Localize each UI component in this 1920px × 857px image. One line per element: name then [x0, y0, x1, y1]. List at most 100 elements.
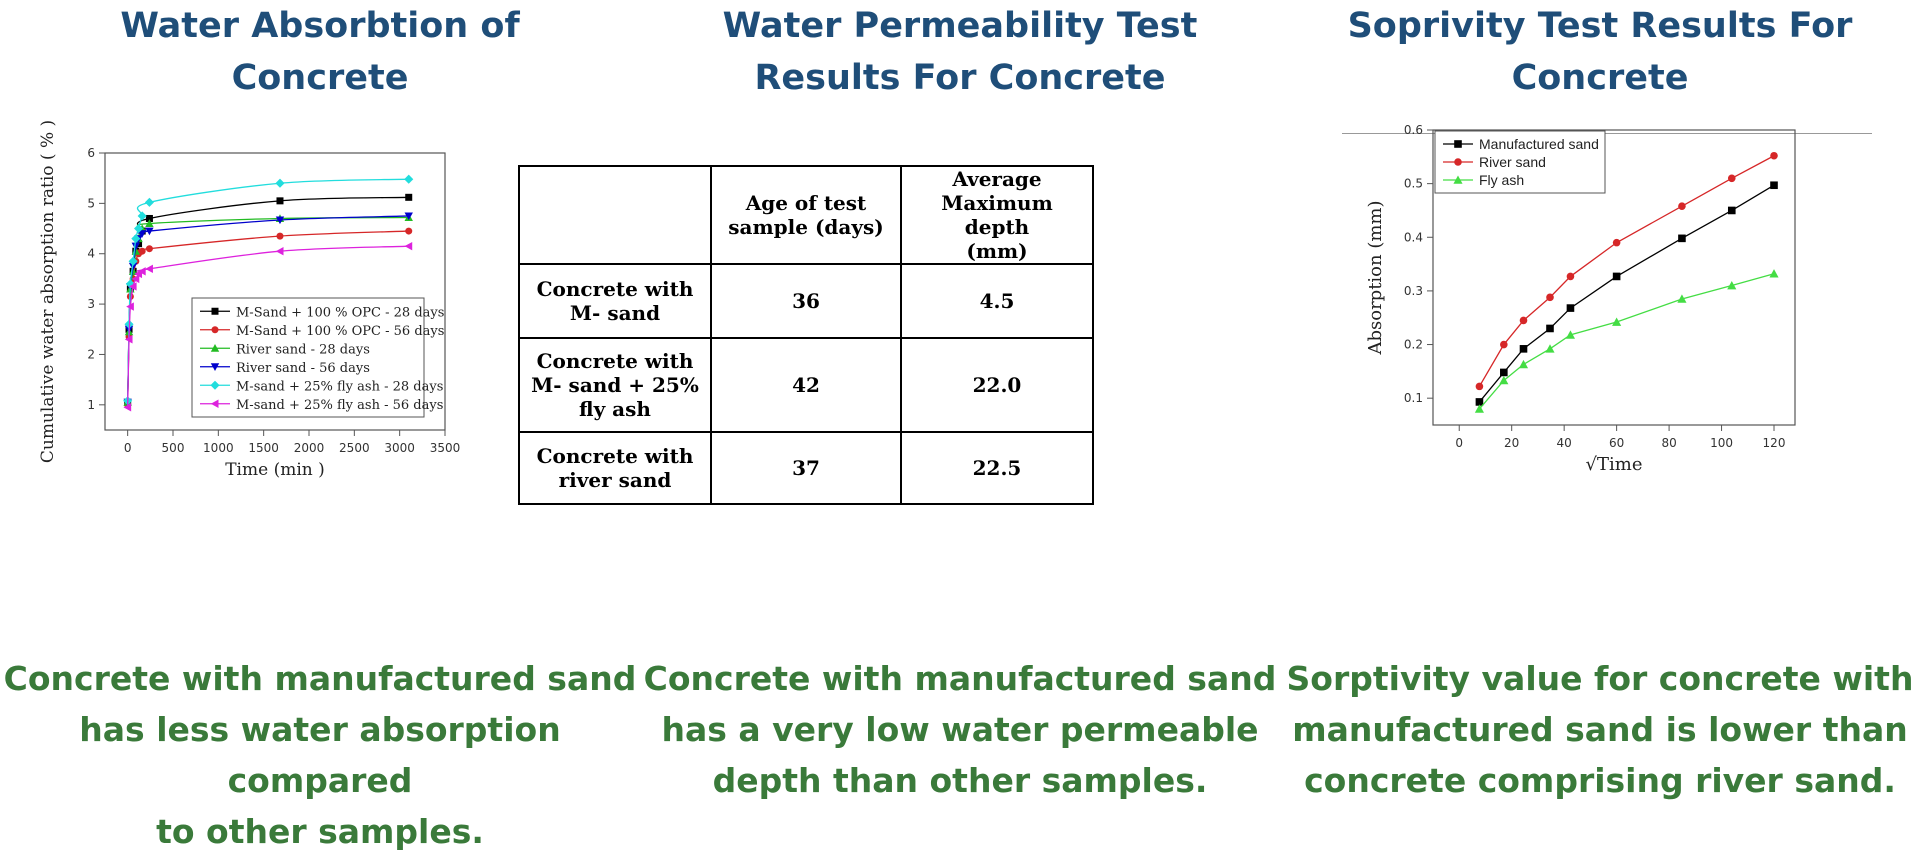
- data-point: [1769, 269, 1779, 278]
- data-point: [1612, 238, 1621, 247]
- data-point: [131, 242, 141, 251]
- x-axis-label: √Time: [1586, 454, 1643, 475]
- x-axis-label: Time (min ): [225, 460, 325, 480]
- permeability-caption: Concrete with manufactured sand has a ve…: [640, 653, 1280, 806]
- absorption-title: Water Absorbtion of Concrete: [0, 0, 640, 104]
- data-point: [131, 234, 141, 244]
- data-point: [276, 232, 284, 240]
- plot-frame: [104, 152, 446, 431]
- plot-frame: [1432, 129, 1796, 426]
- absorption-title-line-1: Water Absorbtion of: [120, 6, 520, 46]
- divider-rule: [1342, 133, 1872, 134]
- legend-entry: River sand - 28 days: [236, 342, 370, 357]
- x-tick-label: 80: [1661, 436, 1676, 450]
- legend-entry: River sand: [1479, 154, 1546, 170]
- data-point: [1678, 234, 1686, 243]
- data-point: [145, 264, 153, 274]
- x-tick-label: 100: [1710, 436, 1733, 450]
- permeability-caption-line-2: has a very low water permeable: [661, 710, 1259, 749]
- sorptivity-caption-line-1: Sorptivity value for concrete with: [1286, 659, 1914, 698]
- table-row: Concrete with river sand 37 22.5: [518, 431, 1094, 505]
- series-group: [1475, 151, 1778, 391]
- data-point: [1519, 345, 1528, 353]
- data-point: [124, 335, 133, 344]
- series-group: [1475, 181, 1778, 406]
- data-point: [275, 247, 284, 256]
- legend-marker: [210, 344, 220, 352]
- sorptivity-panel: Soprivity Test Results For Concrete 0 20 4…: [1280, 0, 1920, 814]
- data-point: [1545, 344, 1555, 353]
- absorption-caption-line-1: Concrete with manufactured sand: [3, 659, 637, 698]
- y-tick-label: 0.2: [1404, 338, 1423, 352]
- x-tick-label: 2000: [294, 441, 325, 455]
- table-header-cell: Average Maximum depth (mm): [900, 165, 1094, 265]
- sorptivity-title-line-1: Soprivity Test Results For: [1347, 6, 1853, 46]
- data-point: [144, 197, 154, 207]
- data-point: [126, 302, 134, 311]
- legend-entry: M-Sand + 100 % OPC - 56 days: [236, 324, 444, 339]
- x-tick-label: 500: [162, 441, 185, 455]
- data-point: [1677, 294, 1687, 303]
- legend-entry: M-sand + 25% fly ash - 56 days: [236, 398, 443, 413]
- y-tick-label: 3: [87, 297, 95, 311]
- y-tick-label: 5: [87, 196, 95, 210]
- table-cell-depth: 22.0: [900, 337, 1094, 433]
- legend-entry: Manufactured sand: [1479, 136, 1599, 152]
- table-header-cell: Age of test sample (days): [710, 165, 902, 265]
- data-point: [1500, 340, 1508, 349]
- data-point: [1474, 404, 1484, 413]
- legend-marker: [210, 399, 219, 408]
- data-point: [1612, 272, 1621, 281]
- data-point: [1518, 359, 1529, 369]
- y-tick-label: 1: [87, 398, 95, 412]
- data-point: [276, 197, 284, 205]
- x-tick-label: 0: [124, 441, 132, 455]
- data-point: [1475, 398, 1484, 406]
- data-point: [404, 212, 413, 221]
- data-point: [138, 247, 146, 255]
- permeability-title: Water Permeability Test Results For Conc…: [640, 0, 1280, 104]
- permeability-table: Age of test sample (days) Average Maximum d…: [518, 165, 1094, 505]
- sorptivity-caption: Sorptivity value for concrete with manuf…: [1280, 653, 1920, 806]
- data-point: [405, 227, 413, 235]
- x-tick-label: 60: [1609, 436, 1624, 450]
- data-point: [1546, 293, 1554, 302]
- data-point: [145, 227, 154, 236]
- x-tick-label: 0: [1455, 436, 1463, 450]
- series-line: [1478, 184, 1775, 403]
- table-row: Concrete with M- sand 36 4.5: [518, 263, 1094, 339]
- data-point: [1678, 202, 1686, 210]
- y-tick-label: 0.1: [1404, 391, 1423, 405]
- x-tick-label: 3000: [384, 441, 415, 455]
- table-cell-age: 42: [710, 337, 902, 433]
- y-tick-label: 0.3: [1404, 284, 1423, 298]
- x-tick-label: 1000: [203, 441, 234, 455]
- data-point: [1500, 368, 1508, 377]
- y-axis-label: Absorption (mm): [1365, 200, 1386, 355]
- data-point: [405, 193, 413, 201]
- data-point: [1566, 304, 1575, 312]
- data-point: [1519, 316, 1528, 325]
- data-point: [1565, 330, 1576, 339]
- y-tick-label: 0.4: [1404, 230, 1423, 244]
- legend-marker: [1454, 140, 1462, 148]
- data-point: [275, 178, 285, 188]
- data-point: [1770, 151, 1778, 160]
- data-point: [123, 403, 132, 412]
- legend-marker: [210, 363, 220, 371]
- absorption-caption: Concrete with manufactured sand has less…: [0, 653, 640, 857]
- data-point: [1546, 324, 1554, 333]
- data-point: [128, 256, 138, 266]
- x-tick-label: 2500: [339, 441, 370, 455]
- table-cell-age: 36: [710, 263, 902, 339]
- table-row: Concrete with M- sand + 25% fly ash 42 22.0: [518, 337, 1094, 433]
- legend-box: [191, 297, 425, 418]
- legend-marker: [1453, 175, 1463, 184]
- sorptivity-title-line-2: Concrete: [1511, 58, 1689, 98]
- table-cell-depth: 4.5: [900, 263, 1094, 339]
- legend-marker: [1454, 158, 1462, 166]
- series-group: [1474, 269, 1779, 413]
- sorptivity-chart: 0 20 40 60 80 100 120 0.1 0.2 0.3 0.4 0.5 0.6 √Time Ab…: [1365, 123, 1796, 475]
- data-point: [137, 211, 147, 221]
- data-point: [275, 216, 285, 225]
